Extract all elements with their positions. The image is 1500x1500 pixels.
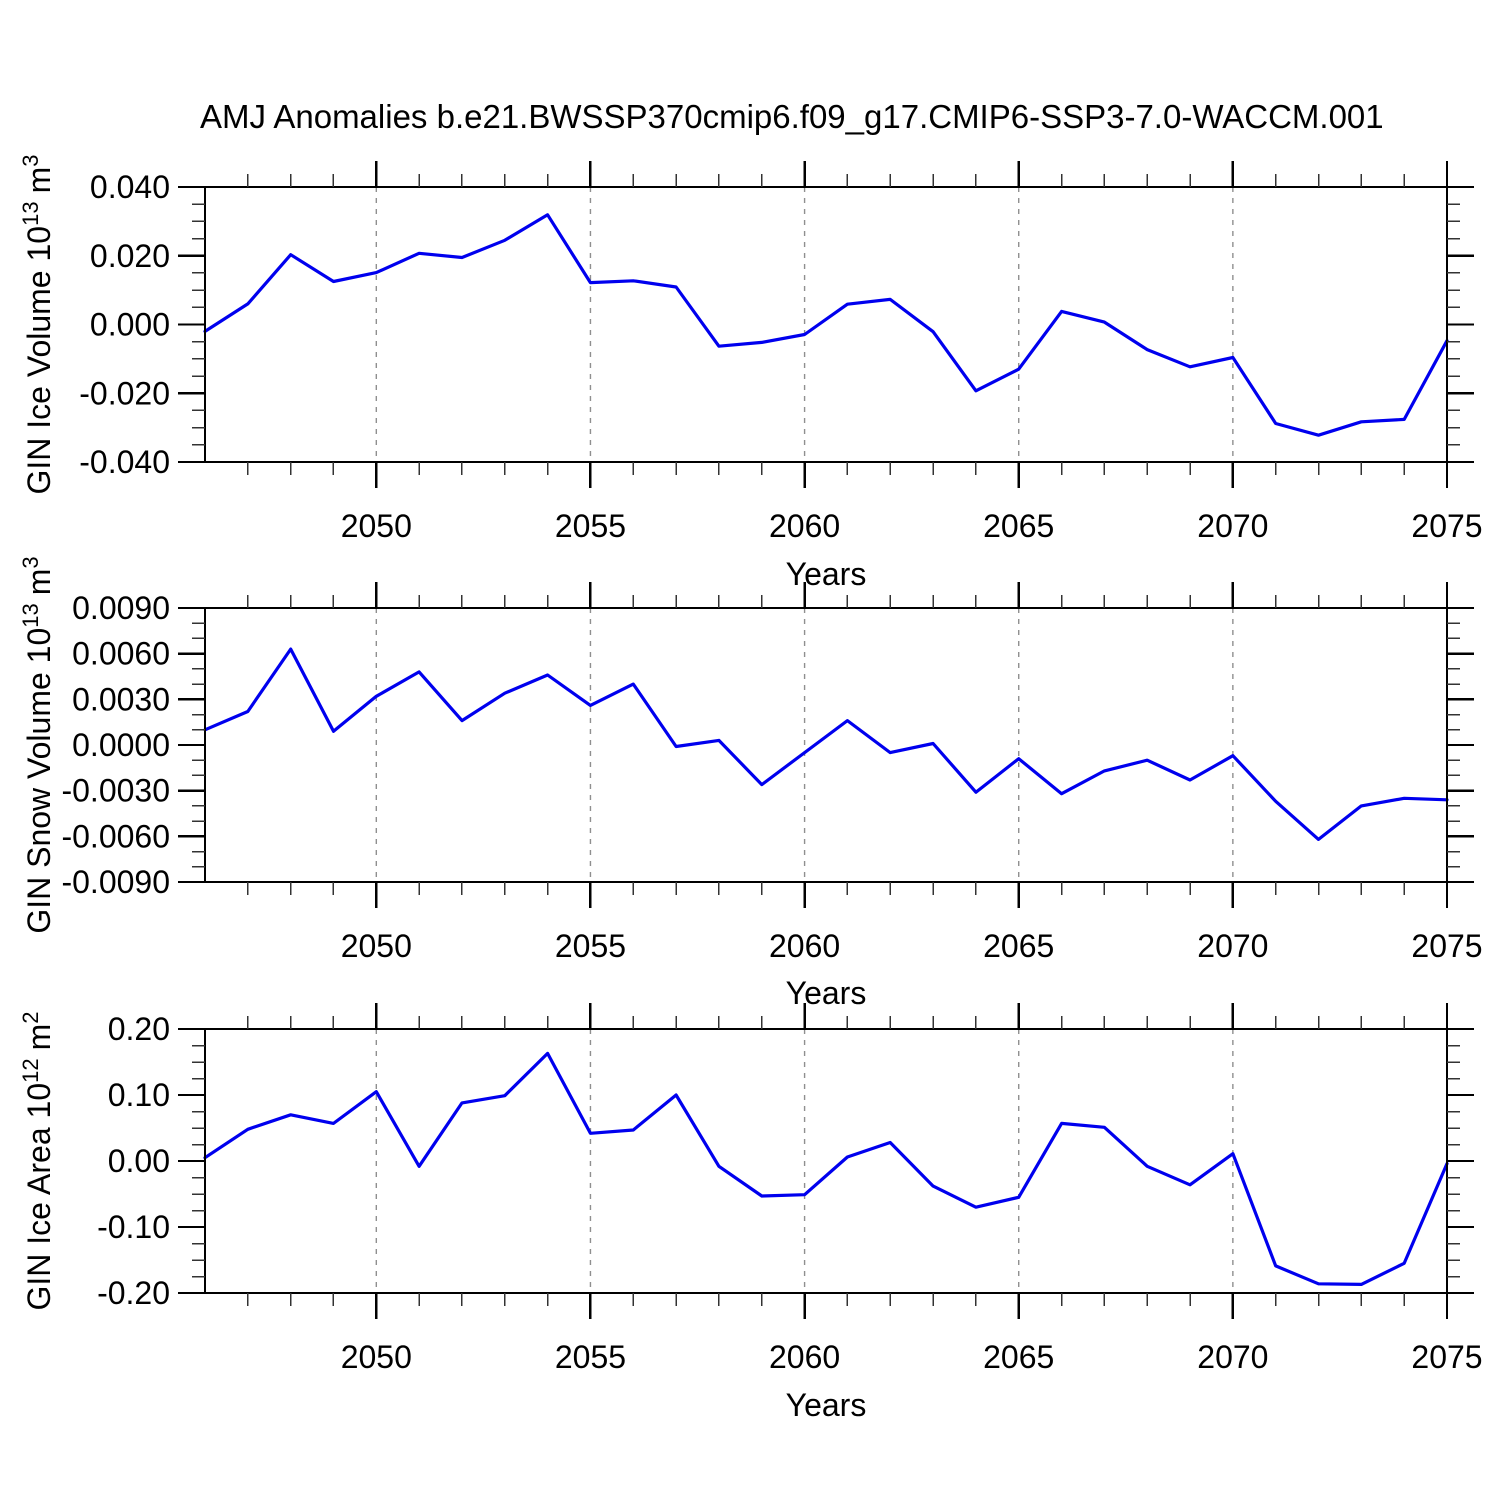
- gin-ice-area-frame: [203, 1027, 1449, 1295]
- y-tick-label: 0.0000: [72, 727, 170, 763]
- gin-ice-area-gridlines: [375, 1029, 1234, 1293]
- y-axis-title-ice-area: GIN Ice Area 1012m2: [18, 1011, 57, 1310]
- gin-ice-volume-plot: 2050 2055 2060 2065 2070 2075 0.040 0.020 0.000 -…: [79, 161, 1483, 544]
- gin-ice-area-series-line: [203, 1051, 1449, 1287]
- gin-snow-volume-frame: [203, 606, 1449, 884]
- figure-title: AMJ Anomalies b.e21.BWSSP370cmip6.f09_g1…: [200, 98, 1384, 135]
- y-tick-label: -0.0060: [61, 818, 170, 854]
- gin-snow-volume-series-line: [203, 647, 1449, 842]
- y-tick-label: 0.20: [108, 1011, 170, 1047]
- x-tick-label: 2060: [769, 1339, 840, 1375]
- gin-ice-volume-series-line: [203, 213, 1449, 437]
- y-tick-label: -0.0030: [61, 773, 170, 809]
- gin-snow-volume-tick-labels: 2050 2055 2060 2065 2070 2075 0.0090 0.0060 0.00…: [61, 590, 1482, 964]
- x-tick-label: 2075: [1411, 1339, 1482, 1375]
- x-tick-label: 2055: [555, 508, 626, 544]
- panel-gin-snow-volume: 2050 2055 2060 2065 2070 2075 0.0090 0.0060 0.00…: [18, 556, 1483, 1011]
- x-tick-label: 2065: [983, 508, 1054, 544]
- gin-snow-volume-minor-ticks: [192, 595, 1460, 895]
- gin-ice-area-tick-labels: 2050 2055 2060 2065 2070 2075 0.20 0.10 0.00 -0.1…: [97, 1011, 1483, 1375]
- x-tick-label: 2065: [983, 928, 1054, 964]
- y-tick-label: 0.000: [90, 307, 170, 343]
- y-tick-label: -0.040: [79, 444, 170, 480]
- gin-snow-volume-gridlines: [375, 608, 1234, 882]
- gin-ice-area-plot: 2050 2055 2060 2065 2070 2075 0.20 0.10 0.00 -0.1…: [97, 1003, 1483, 1375]
- y-tick-label: -0.0090: [61, 864, 170, 900]
- gin-ice-volume-gridlines: [375, 187, 1234, 462]
- x-tick-label: 2075: [1411, 508, 1482, 544]
- gin-ice-area-major-ticks: [178, 1003, 1474, 1319]
- y-tick-label: -0.20: [97, 1275, 170, 1311]
- y-axis-title-snow-volume: GIN Snow Volume 1013m3: [18, 556, 57, 933]
- x-tick-label: 2070: [1197, 1339, 1268, 1375]
- gin-ice-area-minor-ticks: [192, 1016, 1460, 1306]
- x-axis-title-years-1: Years: [786, 556, 867, 592]
- y-tick-label: 0.10: [108, 1077, 170, 1113]
- gin-ice-volume-frame: [203, 185, 1449, 464]
- gin-ice-volume-minor-ticks: [192, 174, 1460, 475]
- y-tick-label: 0.020: [90, 238, 170, 274]
- x-axis-title-years-3: Years: [786, 1387, 867, 1423]
- y-axis-title-ice-volume: GIN Ice Volume 1013m3: [18, 155, 57, 495]
- panel-gin-ice-area: 2050 2055 2060 2065 2070 2075 0.20 0.10 0.00 -0.1…: [18, 1003, 1483, 1423]
- x-tick-label: 2055: [555, 928, 626, 964]
- gin-ice-volume-tick-labels: 2050 2055 2060 2065 2070 2075 0.040 0.020 0.000 -…: [79, 169, 1482, 544]
- x-tick-label: 2050: [341, 508, 412, 544]
- y-tick-label: 0.00: [108, 1143, 170, 1179]
- x-axis-title-years-2: Years: [786, 975, 867, 1011]
- x-tick-label: 2065: [983, 1339, 1054, 1375]
- x-tick-label: 2050: [341, 1339, 412, 1375]
- x-tick-label: 2060: [769, 508, 840, 544]
- gin-snow-volume-plot: 2050 2055 2060 2065 2070 2075 0.0090 0.0060 0.00…: [61, 582, 1483, 964]
- y-tick-label: -0.10: [97, 1209, 170, 1245]
- y-tick-label: 0.040: [90, 169, 170, 205]
- y-tick-label: 0.0060: [72, 636, 170, 672]
- y-tick-label: -0.020: [79, 375, 170, 411]
- x-tick-label: 2050: [341, 928, 412, 964]
- x-tick-label: 2060: [769, 928, 840, 964]
- gin-snow-volume-major-ticks: [178, 582, 1474, 908]
- x-tick-label: 2070: [1197, 508, 1268, 544]
- x-tick-label: 2075: [1411, 928, 1482, 964]
- y-tick-label: 0.0090: [72, 590, 170, 626]
- x-tick-label: 2070: [1197, 928, 1268, 964]
- panel-gin-ice-volume: 2050 2055 2060 2065 2070 2075 0.040 0.020 0.000 -…: [18, 155, 1483, 592]
- gin-ice-volume-major-ticks: [178, 161, 1474, 488]
- y-tick-label: 0.0030: [72, 681, 170, 717]
- x-tick-label: 2055: [555, 1339, 626, 1375]
